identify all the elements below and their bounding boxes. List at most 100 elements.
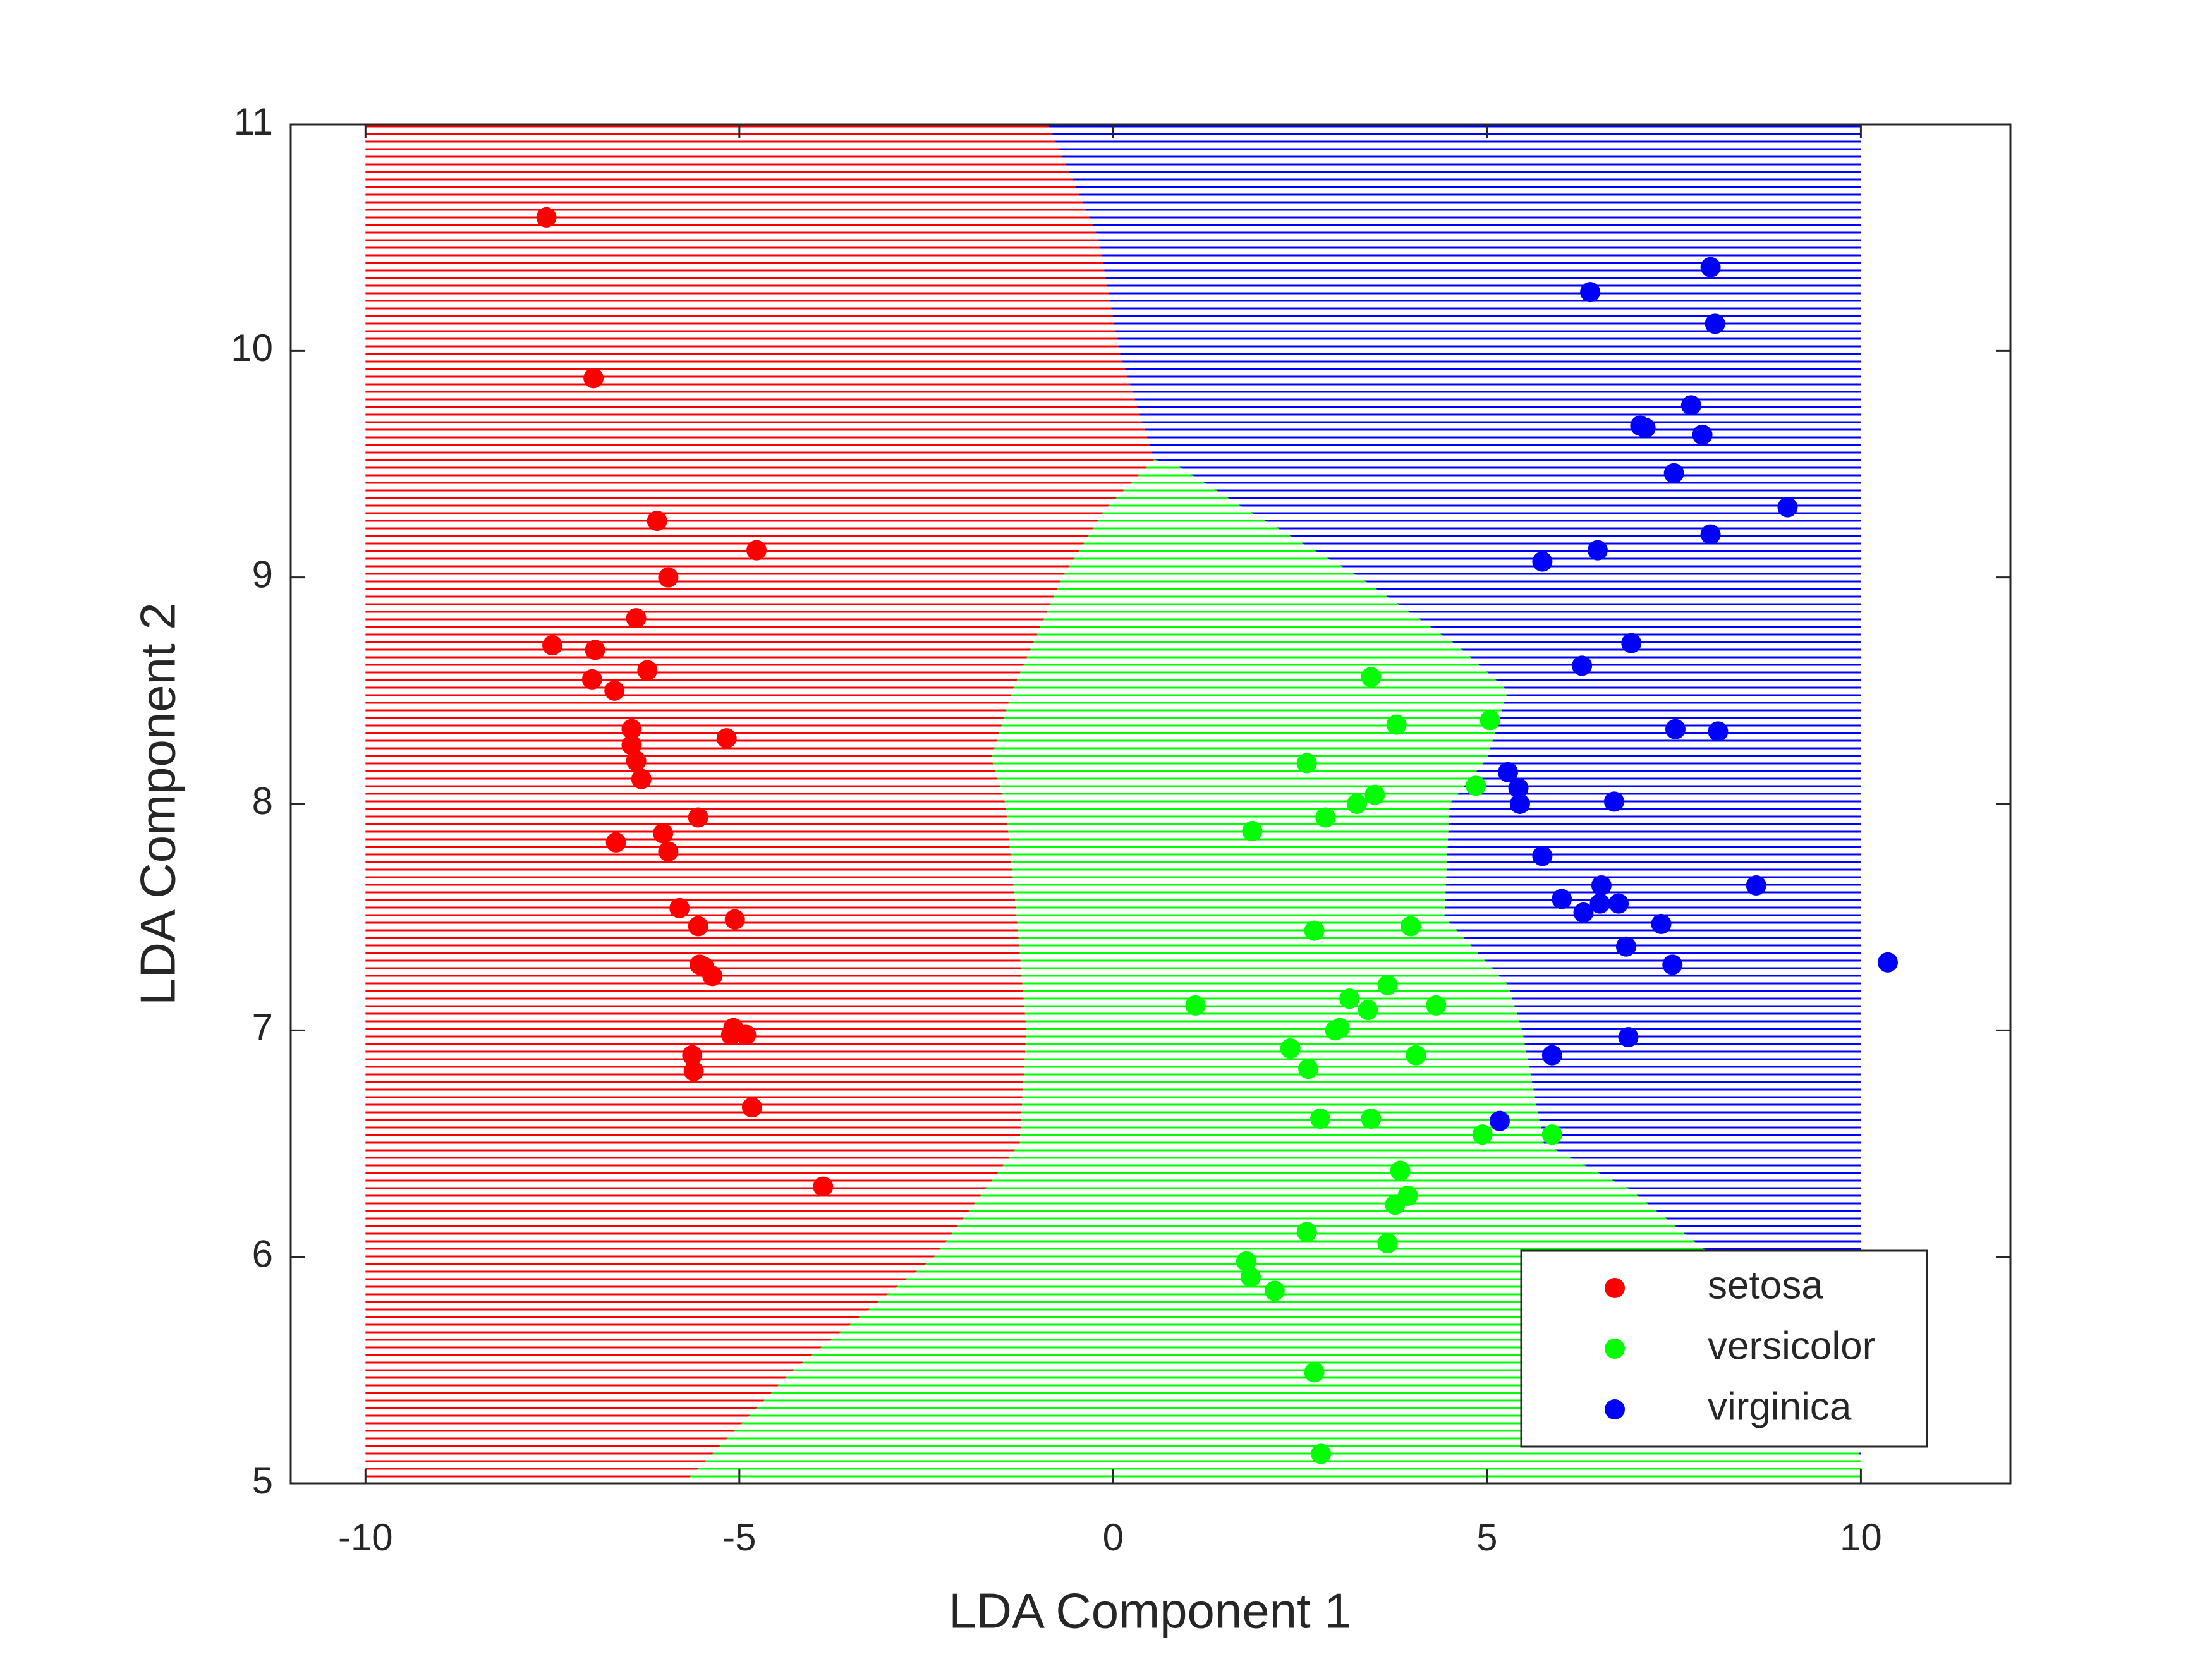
scatter-point bbox=[1264, 1280, 1285, 1301]
scatter-point bbox=[1386, 714, 1407, 735]
scatter-point bbox=[1665, 719, 1686, 739]
scatter-point bbox=[1508, 777, 1529, 798]
x-tick-label: 10 bbox=[1840, 1516, 1882, 1559]
scatter-point bbox=[1603, 791, 1624, 812]
scatter-point bbox=[536, 207, 557, 228]
scatter-point bbox=[1651, 913, 1672, 934]
scatter-point bbox=[1280, 1038, 1301, 1059]
scatter-point bbox=[583, 368, 604, 389]
scatter-point bbox=[1377, 975, 1398, 995]
scatter-point bbox=[1466, 775, 1486, 796]
legend-box bbox=[1520, 1249, 1928, 1448]
scatter-point bbox=[1635, 418, 1656, 439]
scatter-point bbox=[621, 719, 642, 739]
x-tick-label: 0 bbox=[1103, 1516, 1124, 1559]
scatter-point bbox=[1663, 463, 1684, 483]
scatter-point bbox=[688, 807, 708, 828]
scatter-point bbox=[604, 680, 625, 701]
scatter-point bbox=[1552, 889, 1572, 909]
scatter-point bbox=[637, 660, 658, 681]
y-tick-label: 10 bbox=[231, 327, 273, 369]
scatter-point bbox=[1621, 633, 1642, 653]
scatter-point bbox=[1242, 821, 1263, 841]
scatter-point bbox=[1608, 893, 1629, 914]
scatter-point bbox=[1347, 794, 1368, 814]
scatter-point bbox=[682, 1045, 703, 1066]
scatter-point bbox=[1315, 807, 1336, 828]
scatter-point bbox=[1692, 424, 1713, 445]
data-points bbox=[536, 207, 1898, 1464]
scatter-point bbox=[1615, 936, 1636, 957]
scatter-point bbox=[1705, 313, 1725, 334]
scatter-point bbox=[621, 734, 642, 755]
scatter-point bbox=[1406, 1045, 1426, 1066]
scatter-point bbox=[1489, 1110, 1510, 1131]
decision-region bbox=[1048, 125, 1861, 1461]
decision-regions bbox=[365, 125, 1861, 1484]
scatter-point bbox=[813, 1176, 834, 1197]
scatter-point bbox=[1241, 1267, 1261, 1287]
scatter-point bbox=[1236, 1251, 1256, 1272]
y-tick-label: 7 bbox=[252, 1006, 273, 1048]
scatter-point bbox=[1185, 995, 1206, 1016]
scatter-point bbox=[1325, 1020, 1346, 1041]
scatter-point bbox=[1662, 954, 1683, 975]
scatter-point bbox=[1708, 721, 1729, 742]
scatter-point bbox=[1339, 988, 1360, 1009]
decision-region bbox=[684, 459, 1861, 1484]
x-tick-label: -5 bbox=[722, 1516, 756, 1559]
scatter-point bbox=[1541, 1045, 1562, 1066]
legend: setosa versicolor virginica bbox=[1520, 1249, 1928, 1448]
legend-label: setosa bbox=[1708, 1263, 1823, 1307]
x-axis-label: LDA Component 1 bbox=[949, 1583, 1351, 1639]
scatter-point bbox=[1304, 1362, 1325, 1383]
y-tick-label: 9 bbox=[252, 554, 273, 596]
scatter-point bbox=[658, 567, 679, 588]
scatter-point bbox=[1390, 1160, 1411, 1181]
scatter-point bbox=[741, 1097, 762, 1118]
scatter-point bbox=[1700, 257, 1721, 277]
scatter-point bbox=[1358, 1000, 1378, 1021]
scatter-point bbox=[626, 608, 647, 629]
scatter-point bbox=[1296, 1222, 1317, 1243]
scatter-point bbox=[1298, 1059, 1319, 1079]
x-tick-label: 5 bbox=[1476, 1516, 1497, 1559]
scatter-point bbox=[585, 640, 605, 660]
scatter-point bbox=[626, 750, 647, 771]
scatter-point bbox=[1680, 395, 1701, 416]
y-tick-label: 6 bbox=[252, 1233, 273, 1275]
scatter-point bbox=[1311, 1443, 1332, 1464]
y-tick-label: 8 bbox=[252, 780, 273, 822]
scatter-point bbox=[683, 1060, 704, 1081]
scatter-point bbox=[720, 1024, 741, 1045]
scatter-point bbox=[1587, 540, 1608, 561]
scatter-point bbox=[1310, 1109, 1331, 1129]
scatter-point bbox=[1877, 952, 1898, 973]
scatter-point bbox=[1480, 710, 1500, 731]
scatter-point bbox=[647, 511, 667, 532]
scatter-point bbox=[1777, 497, 1798, 518]
scatter-point bbox=[1472, 1124, 1493, 1145]
scatter-point bbox=[716, 728, 737, 749]
legend-label: versicolor bbox=[1708, 1324, 1875, 1368]
x-tick-label: -10 bbox=[338, 1516, 393, 1559]
scatter-point bbox=[542, 635, 563, 656]
scatter-point bbox=[688, 916, 708, 937]
scatter-point bbox=[1589, 893, 1610, 914]
scatter-point bbox=[1401, 916, 1421, 937]
y-tick-label: 5 bbox=[252, 1459, 273, 1502]
scatter-point bbox=[1580, 282, 1601, 303]
scatter-point bbox=[581, 669, 602, 690]
scatter-point bbox=[605, 832, 626, 853]
scatter-point bbox=[724, 909, 745, 930]
scatter-point bbox=[1497, 762, 1518, 782]
scatter-point bbox=[1572, 655, 1593, 676]
legend-marker bbox=[1605, 1278, 1625, 1298]
axes: -10 -5 0 5 10 5 6 7 8 9 10 11 bbox=[231, 100, 2012, 1559]
scatter-point bbox=[1364, 784, 1385, 805]
decision-region bbox=[365, 125, 1155, 1483]
scatter-point bbox=[1385, 1194, 1406, 1215]
scatter-point bbox=[669, 897, 690, 918]
